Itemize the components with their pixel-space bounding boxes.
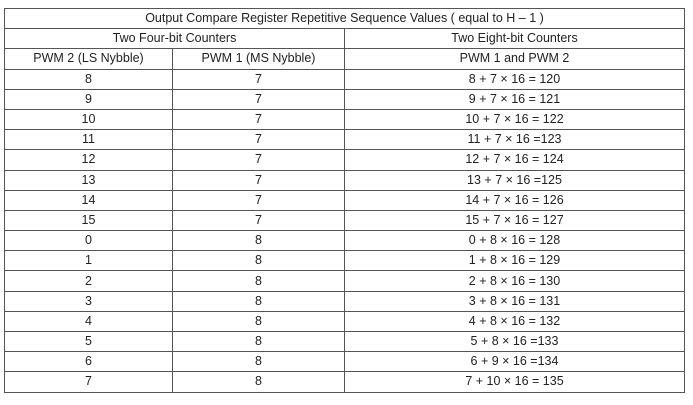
combined-cell: 9 + 7 × 16 = 121 xyxy=(344,88,685,110)
pwm2-cell: 8 xyxy=(4,68,173,90)
pwm2-cell: 6 xyxy=(4,351,173,373)
pwm1-cell: 7 xyxy=(172,189,345,211)
combined-cell: 2 + 8 × 16 = 130 xyxy=(344,270,685,292)
pwm1-cell: 7 xyxy=(172,149,345,171)
pwm1-cell: 8 xyxy=(172,371,345,393)
combined-cell: 1 + 8 × 16 = 129 xyxy=(344,250,685,272)
pwm1-cell: 8 xyxy=(172,250,345,272)
pwm1-cell: 7 xyxy=(172,88,345,110)
pwm2-cell: 1 xyxy=(4,250,173,272)
combined-cell: 8 + 7 × 16 = 120 xyxy=(344,68,685,90)
pwm2-cell: 3 xyxy=(4,290,173,312)
combined-cell: 13 + 7 × 16 =125 xyxy=(344,169,685,191)
combined-cell: 7 + 10 × 16 = 135 xyxy=(344,371,685,393)
pwm1-cell: 7 xyxy=(172,68,345,90)
combined-cell: 10 + 7 × 16 = 122 xyxy=(344,108,685,131)
pwm2-cell: 0 xyxy=(4,230,173,252)
pwm1-cell: 8 xyxy=(172,351,345,373)
pwm2-cell: 15 xyxy=(4,209,173,232)
combined-cell: 11 + 7 × 16 =123 xyxy=(344,129,685,151)
group-header-eight-bit: Two Eight-bit Counters xyxy=(344,28,685,50)
combined-cell: 15 + 7 × 16 = 127 xyxy=(344,209,685,232)
table-row: 14 7 14 + 7 × 16 = 126 xyxy=(4,189,685,211)
pwm2-cell: 4 xyxy=(4,310,173,333)
pwm2-cell: 5 xyxy=(4,330,173,353)
table-row: 12 7 12 + 7 × 16 = 124 xyxy=(4,149,685,171)
pwm1-cell: 7 xyxy=(172,129,345,151)
pwm2-cell: 14 xyxy=(4,189,173,211)
table-row: 15 7 15 + 7 × 16 = 127 xyxy=(4,209,685,232)
combined-cell: 6 + 9 × 16 =134 xyxy=(344,351,685,373)
sequence-values-table: Output Compare Register Repetitive Seque… xyxy=(4,7,685,393)
pwm1-cell: 8 xyxy=(172,230,345,252)
group-header-row: Two Four-bit Counters Two Eight-bit Coun… xyxy=(4,28,685,50)
title-row: Output Compare Register Repetitive Seque… xyxy=(4,7,685,30)
column-header-combined: PWM 1 and PWM 2 xyxy=(344,48,685,70)
column-header-row: PWM 2 (LS Nybble) PWM 1 (MS Nybble) PWM … xyxy=(4,48,685,70)
pwm2-cell: 12 xyxy=(4,149,173,171)
pwm1-cell: 8 xyxy=(172,330,345,353)
pwm1-cell: 7 xyxy=(172,169,345,191)
table-row: 10 7 10 + 7 × 16 = 122 xyxy=(4,108,685,131)
pwm1-cell: 8 xyxy=(172,290,345,312)
pwm1-cell: 8 xyxy=(172,310,345,333)
combined-cell: 4 + 8 × 16 = 132 xyxy=(344,310,685,333)
table-row: 11 7 11 + 7 × 16 =123 xyxy=(4,129,685,151)
pwm2-cell: 10 xyxy=(4,108,173,131)
combined-cell: 3 + 8 × 16 = 131 xyxy=(344,290,685,312)
pwm2-cell: 11 xyxy=(4,129,173,151)
combined-cell: 5 + 8 × 16 =133 xyxy=(344,330,685,353)
pwm1-cell: 7 xyxy=(172,209,345,232)
pwm2-cell: 13 xyxy=(4,169,173,191)
table-title: Output Compare Register Repetitive Seque… xyxy=(4,7,685,30)
column-header-pwm1: PWM 1 (MS Nybble) xyxy=(172,48,345,70)
pwm2-cell: 2 xyxy=(4,270,173,292)
table-row: 13 7 13 + 7 × 16 =125 xyxy=(4,169,685,191)
combined-cell: 0 + 8 × 16 = 128 xyxy=(344,230,685,252)
combined-cell: 12 + 7 × 16 = 124 xyxy=(344,149,685,171)
pwm1-cell: 8 xyxy=(172,270,345,292)
pwm2-cell: 7 xyxy=(4,371,173,393)
group-header-four-bit: Two Four-bit Counters xyxy=(4,28,345,50)
column-header-pwm2: PWM 2 (LS Nybble) xyxy=(4,48,173,70)
pwm2-cell: 9 xyxy=(4,88,173,110)
combined-cell: 14 + 7 × 16 = 126 xyxy=(344,189,685,211)
pwm1-cell: 7 xyxy=(172,108,345,131)
